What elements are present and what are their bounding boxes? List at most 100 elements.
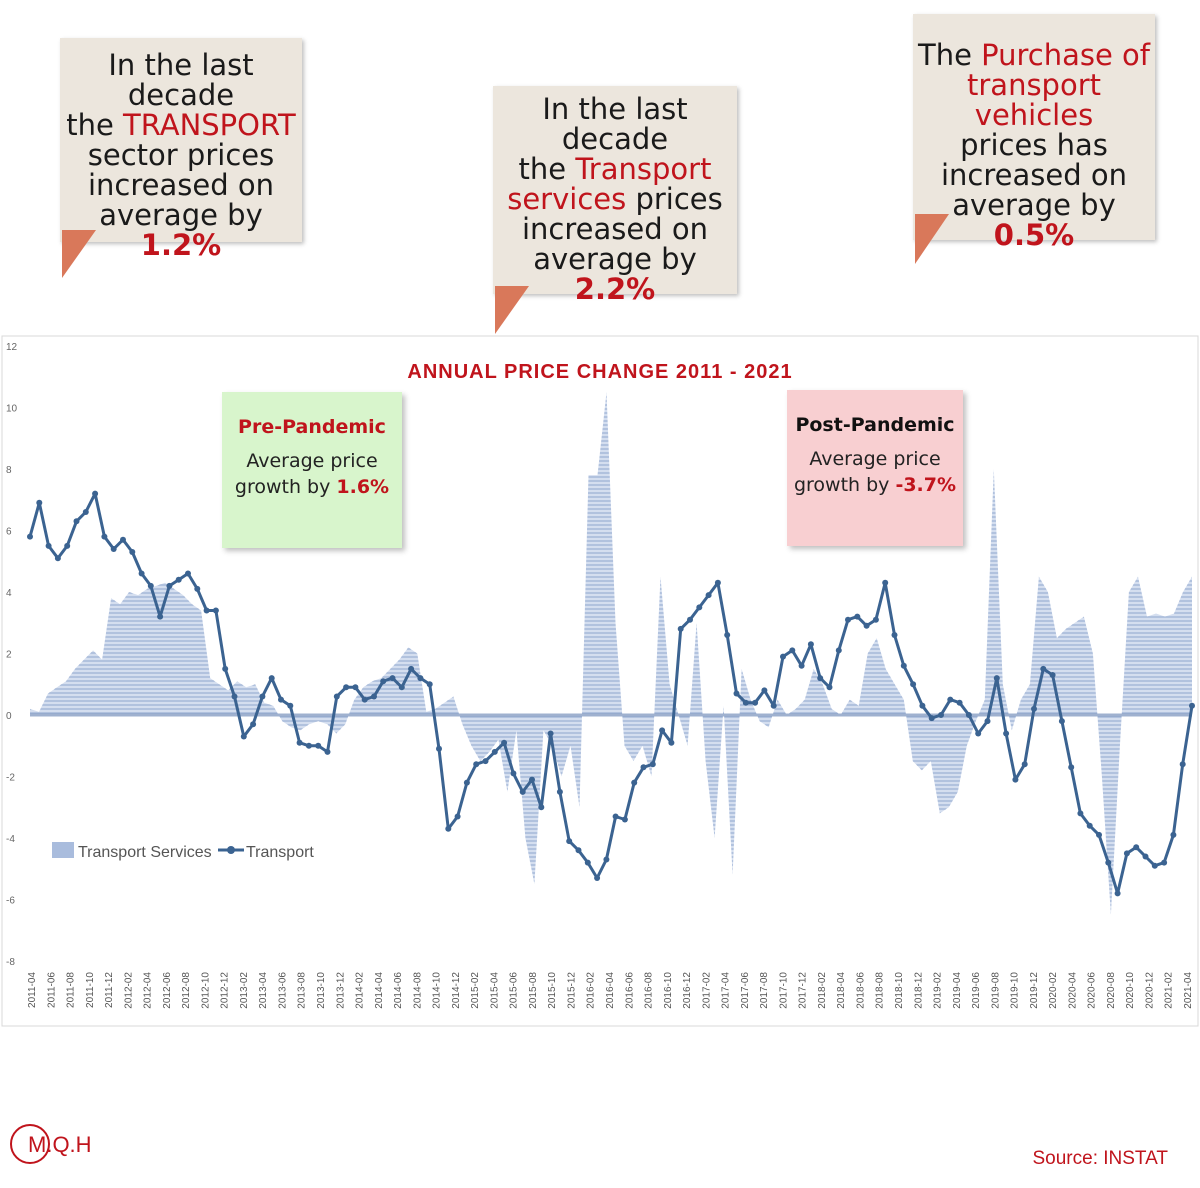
x-tick-label: 2012-02 xyxy=(123,972,134,1009)
x-tick-label: 2013-06 xyxy=(277,972,288,1009)
transport-point xyxy=(1031,705,1037,712)
transport-point xyxy=(1096,831,1102,838)
x-tick-label: 2015-04 xyxy=(489,972,500,1009)
transport-point xyxy=(203,607,210,614)
transport-point xyxy=(984,718,991,725)
x-tick-label: 2011-12 xyxy=(104,972,115,1008)
transport-point xyxy=(1049,672,1056,678)
y-tick-label: -2 xyxy=(6,773,15,784)
transport-point xyxy=(73,518,80,525)
x-tick-label: 2020-02 xyxy=(1048,972,1059,1009)
transport-point xyxy=(175,576,182,583)
x-tick-label: 2012-06 xyxy=(162,972,173,1009)
x-tick-label: 2018-02 xyxy=(817,972,828,1009)
y-tick-label: 8 xyxy=(6,465,12,476)
legend-label-transport: Transport xyxy=(246,844,314,861)
transport-point xyxy=(1161,859,1168,866)
transport-point xyxy=(1142,853,1149,860)
x-tick-label: 2016-08 xyxy=(644,972,655,1009)
transport-point xyxy=(389,675,396,682)
transport-point xyxy=(938,712,944,718)
callout-tail-middle xyxy=(495,286,529,334)
x-tick-label: 2018-06 xyxy=(855,972,866,1009)
transport-point xyxy=(993,675,1000,682)
source-credit: Source: INSTAT xyxy=(1032,1148,1169,1169)
transport-point xyxy=(807,641,814,648)
x-tick-label: 2014-02 xyxy=(355,972,366,1009)
x-tick-label: 2019-10 xyxy=(1010,972,1021,1009)
transport-point xyxy=(612,813,619,820)
transport-point xyxy=(1086,822,1093,829)
transport-point xyxy=(733,690,740,697)
x-tick-label: 2014-08 xyxy=(412,972,423,1009)
transport-point xyxy=(538,804,545,811)
transport-point xyxy=(287,702,294,709)
x-tick-label: 2014-12 xyxy=(451,972,462,1009)
transport-point xyxy=(268,675,275,682)
transport-point xyxy=(110,546,117,552)
transport-point xyxy=(575,847,582,854)
transport-point xyxy=(1123,850,1130,857)
transport-point xyxy=(817,675,824,682)
x-tick-label: 2017-02 xyxy=(701,972,712,1009)
transport-point xyxy=(129,549,136,555)
transport-point xyxy=(566,838,573,845)
post-pandemic-title: Post-Pandemic xyxy=(795,414,955,436)
transport-point xyxy=(975,730,982,737)
transport-point xyxy=(305,742,312,749)
transport-point xyxy=(659,727,666,734)
transport-point xyxy=(250,721,257,728)
transport-point xyxy=(1003,730,1010,737)
y-tick-label: -4 xyxy=(6,834,15,845)
transport-point xyxy=(436,745,442,752)
transport-point xyxy=(343,684,350,691)
transport-point xyxy=(278,696,284,703)
transport-point xyxy=(120,536,126,543)
transport-point xyxy=(677,625,684,632)
transport-point xyxy=(1151,862,1158,869)
transport-point xyxy=(1114,890,1121,897)
transport-point xyxy=(863,622,870,629)
transport-point xyxy=(101,533,108,540)
x-tick-label: 2011-08 xyxy=(66,972,77,1008)
x-tick-label: 2020-04 xyxy=(1067,972,1078,1009)
y-tick-label: -6 xyxy=(6,896,15,907)
y-tick-label: 2 xyxy=(6,650,12,661)
transport-point xyxy=(547,730,554,737)
transport-point xyxy=(166,582,173,589)
price-change-chart: ANNUAL PRICE CHANGE 2011 - 2021 12 10 8 6 4 2… xyxy=(1,335,1199,1027)
x-tick-label: 2018-08 xyxy=(875,972,886,1009)
transport-point xyxy=(826,684,833,691)
transport-point xyxy=(240,733,247,740)
transport-point xyxy=(231,693,238,700)
transport-point xyxy=(259,693,266,700)
pre-pandemic-note: Pre-Pandemic Average price growth by 1.6… xyxy=(222,392,402,548)
x-tick-label: 2013-10 xyxy=(316,972,327,1009)
callout-vehicle-purchase: The Purchase of transport vehicles price… xyxy=(913,14,1155,250)
x-tick-label: 2017-12 xyxy=(798,972,809,1009)
transport-point xyxy=(519,788,526,795)
y-tick-label: 4 xyxy=(6,588,12,599)
transport-point xyxy=(138,570,145,577)
callout-tail-right xyxy=(915,214,949,264)
x-tick-label: 2016-06 xyxy=(624,972,635,1009)
legend: Transport Services Transport xyxy=(52,842,314,861)
x-tick-label: 2014-04 xyxy=(374,972,385,1009)
x-tick-label: 2015-02 xyxy=(470,972,481,1009)
transport-point xyxy=(752,699,759,706)
y-axis-ticks: 12 10 8 6 4 2 0 -2 -4 -6 -8 xyxy=(6,342,18,968)
y-tick-label: 12 xyxy=(6,342,18,353)
y-tick-label: 0 xyxy=(6,711,12,722)
x-tick-label: 2018-10 xyxy=(894,972,905,1009)
transport-point xyxy=(64,542,71,549)
transport-point xyxy=(222,665,229,672)
x-tick-label: 2020-08 xyxy=(1106,972,1117,1009)
x-tick-label: 2016-12 xyxy=(682,972,693,1009)
transport-point xyxy=(696,604,703,611)
mqh-logo: M.Q.H xyxy=(6,1122,136,1166)
transport-point xyxy=(584,859,591,866)
transport-point xyxy=(835,647,842,654)
transport-point xyxy=(36,499,43,506)
x-tick-label: 2019-04 xyxy=(952,972,963,1009)
transport-point xyxy=(1012,776,1019,783)
